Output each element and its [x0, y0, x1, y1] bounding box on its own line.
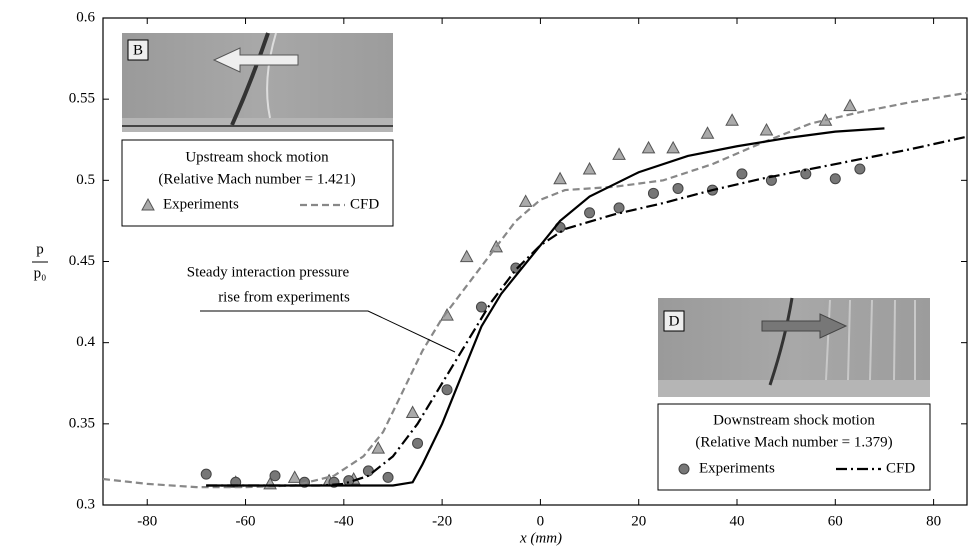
y-tick-label: 0.55: [69, 91, 95, 107]
triangle-marker: [371, 441, 386, 454]
wave-lines: [825, 299, 916, 381]
circle-marker: [475, 301, 487, 313]
x-tick-label: -80: [137, 513, 157, 529]
shock-reflection: [266, 32, 277, 119]
triangle-marker: [287, 470, 302, 483]
circle-marker: [647, 187, 659, 199]
y-label-num: p: [36, 241, 44, 257]
x-tick-label: 0: [537, 513, 545, 529]
curve: [206, 127, 885, 487]
triangle-marker: [440, 308, 454, 321]
x-tick-label: -40: [334, 513, 354, 529]
curve: [103, 91, 968, 489]
circle-marker: [382, 471, 394, 483]
schlieren-image: [122, 33, 393, 132]
circle-marker: [343, 475, 355, 487]
triangle-marker: [843, 98, 857, 112]
triangle-marker: [459, 249, 474, 263]
x-axis-label: x (mm): [519, 530, 562, 546]
curve: [206, 135, 968, 487]
legend-label: Experiments: [699, 460, 775, 476]
panel-label-box: [663, 310, 685, 332]
motion-arrow: [761, 313, 848, 339]
triangle-marker: [553, 171, 567, 185]
annotation: rise from experiments: [218, 289, 350, 305]
y-tick-label: 0.3: [76, 496, 95, 512]
annotation: Steady interaction pressure: [187, 264, 350, 280]
x-tick-label: -20: [432, 513, 452, 529]
circle-marker: [736, 168, 748, 180]
triangle-marker: [612, 147, 626, 160]
circle-marker: [200, 468, 212, 480]
triangle-marker: [582, 161, 597, 175]
annotation-leader: [200, 310, 456, 353]
circle-marker: [441, 384, 453, 396]
legend-box: [121, 139, 394, 227]
triangle-marker: [759, 122, 774, 136]
legend-subtitle: (Relative Mach number = 1.421): [158, 171, 355, 187]
legend-subtitle: (Relative Mach number = 1.379): [695, 434, 892, 450]
triangle-marker: [641, 140, 656, 154]
y-tick-label: 0.5: [76, 172, 95, 188]
circle-marker: [800, 168, 812, 180]
circle-marker: [362, 465, 374, 477]
data-layer: [103, 91, 968, 490]
circle-marker: [412, 437, 424, 449]
x-tick-label: 80: [926, 513, 941, 529]
y-tick-label: 0.45: [69, 253, 95, 269]
circle-marker: [613, 202, 625, 214]
panel-label: D: [669, 313, 680, 329]
circle-marker: [678, 463, 690, 475]
legend-label: CFD: [886, 460, 915, 476]
triangle-marker: [405, 405, 420, 418]
legend-box: [657, 403, 931, 491]
y-tick-label: 0.35: [69, 415, 95, 431]
legend-title: Downstream shock motion: [713, 412, 875, 428]
panel-b: B Upstream shock motion (Relative Mach n…: [121, 32, 394, 227]
shock-wave: [230, 32, 270, 126]
shock-wave: [768, 297, 794, 386]
panel-d: D Downstream shock motion (Relative Mach…: [657, 297, 931, 491]
circle-marker: [829, 173, 841, 185]
panel-label: B: [133, 42, 143, 58]
y-tick-label: 0.6: [76, 9, 95, 25]
circle-marker: [269, 470, 281, 482]
y-tick-label: 0.4: [76, 334, 95, 350]
x-tick-label: 40: [730, 513, 745, 529]
circle-marker: [584, 207, 596, 219]
legend-label: CFD: [350, 196, 379, 212]
image-floor: [658, 380, 930, 397]
triangle-marker: [518, 194, 533, 207]
triangle-marker: [725, 113, 739, 126]
panel-label-box: [127, 39, 149, 61]
triangle-marker: [700, 126, 715, 139]
circle-marker: [672, 182, 684, 194]
motion-arrow: [212, 47, 299, 73]
triangle-marker: [141, 197, 155, 211]
legend-title: Upstream shock motion: [185, 149, 329, 165]
circle-marker: [854, 163, 866, 175]
y-label-den: p₀: [34, 265, 47, 281]
x-tick-label: -60: [236, 513, 256, 529]
triangle-marker: [666, 140, 680, 154]
x-tick-label: 20: [631, 513, 646, 529]
x-tick-label: 60: [828, 513, 843, 529]
legend-label: Experiments: [163, 196, 239, 212]
